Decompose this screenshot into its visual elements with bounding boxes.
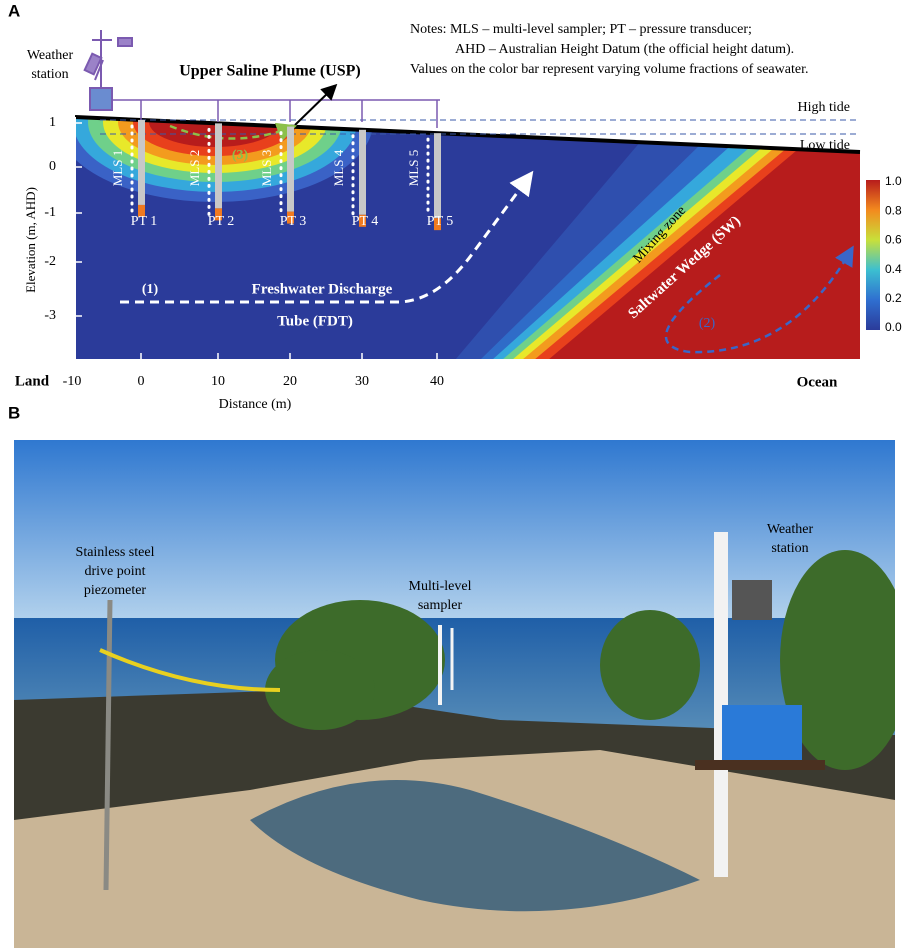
- weather-station-label: station: [771, 541, 808, 556]
- pt-label: PT 3: [280, 214, 307, 229]
- colorbar-label: 0.2: [885, 291, 902, 305]
- colorbar-label: 1.0: [885, 174, 902, 188]
- colorbar-label: 0.8: [885, 203, 902, 217]
- note: Values on the color bar represent varyin…: [410, 62, 808, 77]
- note: Notes: MLS – multi-level sampler; PT – p…: [410, 22, 752, 37]
- sampler-label: sampler: [418, 598, 463, 613]
- note: AHD – Australian Height Datum (the offic…: [455, 42, 794, 57]
- mls-label: MLS 3: [259, 150, 274, 186]
- plume-label: Upper Saline Plume (USP): [179, 63, 360, 80]
- wedge-number: (2): [699, 316, 716, 331]
- piezometer-label: piezometer: [84, 583, 147, 598]
- panel-label: A: [8, 1, 20, 20]
- weather-station-label: station: [31, 67, 68, 82]
- pressure-transducer: [287, 211, 294, 224]
- y-tick-label: 0: [49, 159, 56, 174]
- piezometer-label: drive point: [84, 564, 145, 579]
- colorbar-label: 0.0: [885, 320, 902, 334]
- panel-label: B: [8, 403, 20, 422]
- sampler-tube: [287, 126, 294, 212]
- ground-surface: [74, 115, 861, 154]
- x-tick-label: -10: [63, 374, 82, 389]
- colorbar-label: 0.4: [885, 262, 902, 276]
- panel-a: A Notes: MLS – multi-level sampler; PT –…: [8, 1, 902, 412]
- plume-flow-arrow: [169, 122, 298, 142]
- pressure-transducer: [138, 204, 145, 217]
- high-tide-label: High tide: [798, 100, 851, 115]
- fdt-label: Tube (FDT): [277, 313, 353, 329]
- ocean-label: Ocean: [797, 374, 838, 390]
- y-tick-label: -3: [44, 308, 56, 323]
- color-bar: [866, 180, 880, 330]
- mls-label: MLS 1: [110, 150, 125, 186]
- cross-section: [75, 117, 860, 360]
- y-tick-label: 1: [49, 115, 56, 130]
- x-tick-label: 40: [430, 374, 444, 389]
- x-axis-title: Distance (m): [219, 397, 292, 412]
- land-label: Land: [15, 373, 50, 389]
- pt-label: PT 1: [131, 214, 158, 229]
- fdt-label: Freshwater Discharge: [252, 281, 393, 297]
- colorbar-label: 0.6: [885, 233, 902, 247]
- y-tick-label: -2: [44, 254, 56, 269]
- pt-label: PT 5: [427, 214, 454, 229]
- x-tick-label: 10: [211, 374, 225, 389]
- panel-b: B Stainless steel drive point piezometer…: [8, 403, 895, 948]
- wedge-flow-arrow: [664, 245, 854, 354]
- piezometer-label: Stainless steel: [76, 545, 155, 560]
- weather-station-label: Weather: [27, 48, 74, 63]
- sampler-tube: [138, 119, 145, 205]
- sampler-tube: [359, 129, 366, 215]
- mls-label: MLS 5: [406, 150, 421, 186]
- y-axis-title: Elevation (m, AHD): [23, 187, 38, 293]
- pressure-transducer: [215, 208, 222, 221]
- sampler-tube: [434, 133, 441, 219]
- wedge-band: [548, 149, 860, 360]
- x-tick-label: 30: [355, 374, 369, 389]
- mls-label: MLS 2: [187, 150, 202, 186]
- pressure-transducer: [359, 214, 366, 227]
- y-tick-label: -1: [44, 205, 56, 220]
- fdt-arrow: [120, 170, 534, 304]
- pt-label: PT 4: [352, 214, 379, 229]
- x-tick-label: 20: [283, 374, 297, 389]
- plume-number: (3): [232, 148, 249, 163]
- photo: [14, 440, 895, 948]
- mls-label: MLS 4: [331, 149, 346, 186]
- plume-arrow: [294, 83, 338, 126]
- pt-label: PT 2: [208, 214, 235, 229]
- fdt-number: (1): [142, 282, 159, 297]
- low-tide-label: Low tide: [800, 138, 850, 153]
- sampler-tube: [215, 123, 222, 209]
- pressure-transducer: [434, 218, 441, 231]
- weather-station-icon: [83, 30, 440, 128]
- weather-station-label: Weather: [767, 522, 814, 537]
- x-tick-label: 0: [138, 374, 145, 389]
- sampler-label: Multi-level: [409, 579, 472, 594]
